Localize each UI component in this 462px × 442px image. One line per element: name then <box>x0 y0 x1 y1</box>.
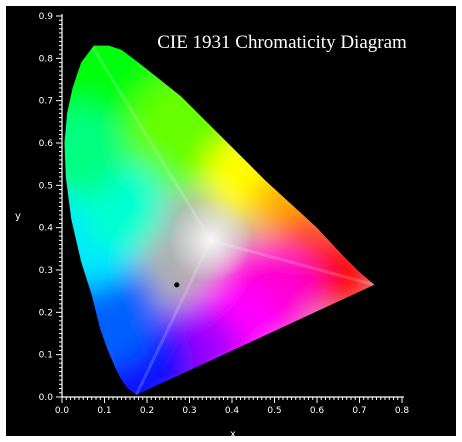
x-tick-label: 0.8 <box>395 406 410 416</box>
x-tick-label: 0.3 <box>182 406 196 416</box>
y-tick-label: 0.6 <box>39 139 54 149</box>
data-point <box>174 282 180 288</box>
axes: 0.0 0.1 0.2 0.3 0.4 0.5 0.6 0.7 0.8 0.0 0.1 0.2 0.3… <box>39 12 410 416</box>
y-tick-label: 0.8 <box>39 54 54 64</box>
x-tick-label: 0.5 <box>267 406 281 416</box>
y-tick-label: 0.1 <box>39 351 53 361</box>
x-tick-label: 0.2 <box>140 406 154 416</box>
x-tick-label: 0.7 <box>352 406 366 416</box>
gamut-ray <box>210 238 375 287</box>
y-tick-label: 0.0 <box>39 393 54 403</box>
chart-title: CIE 1931 Chromaticity Diagram <box>157 32 407 53</box>
gamut-ray <box>135 239 213 395</box>
y-tick-label: 0.4 <box>39 224 54 234</box>
gamut-color-blob <box>64 45 156 122</box>
y-tick-labels: 0.0 0.1 0.2 0.3 0.4 0.5 0.6 0.7 0.8 0.9 <box>39 12 54 403</box>
minor-ticks <box>56 15 403 403</box>
y-tick-label: 0.9 <box>39 12 54 22</box>
y-tick-label: 0.5 <box>39 181 53 191</box>
white-point-glow <box>168 198 253 283</box>
gamut-ray <box>90 45 213 242</box>
y-tick-label: 0.7 <box>39 97 53 107</box>
color-gamut-region <box>64 45 375 395</box>
x-tick-label: 0.1 <box>97 406 111 416</box>
x-tick-labels: 0.0 0.1 0.2 0.3 0.4 0.5 0.6 0.7 0.8 <box>55 406 410 416</box>
y-tick-label: 0.2 <box>39 308 53 318</box>
data-points <box>174 282 180 288</box>
x-tick-label: 0.4 <box>225 406 240 416</box>
y-tick-label: 0.3 <box>39 266 53 276</box>
y-axis-label: y <box>15 211 21 222</box>
gamut-color-blob <box>64 106 124 197</box>
x-axis-label: x <box>230 429 236 440</box>
x-tick-label: 0.0 <box>55 406 70 416</box>
x-tick-label: 0.6 <box>310 406 325 416</box>
